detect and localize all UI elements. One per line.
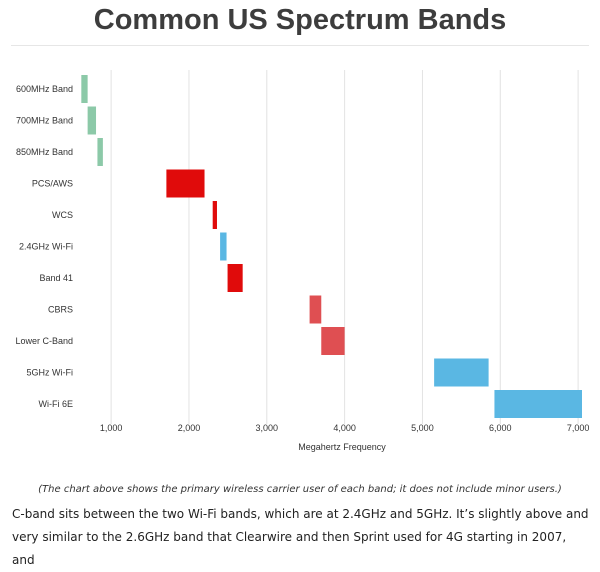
band-label: WCS — [52, 210, 73, 220]
band-label: 600MHz Band — [16, 84, 73, 94]
band-labels: 600MHz Band 700MHz Band 850MHz Band PCS/AWS… — [15, 84, 73, 409]
band-bar — [494, 390, 582, 418]
band-bar — [321, 327, 345, 355]
paragraph-line: very similar to the 2.6GHz band that Cle… — [12, 530, 567, 567]
band-label: Band 41 — [39, 273, 73, 283]
spectrum-chart: 600MHz Band 700MHz Band 850MHz Band PCS/AWS… — [15, 70, 590, 452]
band-label: Lower C-Band — [15, 336, 73, 346]
band-label: 700MHz Band — [16, 116, 73, 126]
band-bar — [87, 106, 97, 135]
band-bar — [166, 169, 205, 198]
chart-caption: (The chart above shows the primary wirel… — [38, 484, 562, 495]
band-label: 2.4GHz Wi-Fi — [19, 242, 73, 252]
band-bar — [227, 264, 243, 292]
band-label: 5GHz Wi-Fi — [27, 368, 74, 378]
article-paragraph: C-band sits between the two Wi-Fi bands,… — [12, 503, 592, 572]
x-tick-label: 7,000 — [567, 423, 590, 433]
band-label: PCS/AWS — [32, 179, 73, 189]
band-label: 850MHz Band — [16, 147, 73, 157]
x-tick-label: 3,000 — [256, 423, 279, 433]
band-bar — [434, 358, 489, 387]
x-tick-label: 6,000 — [489, 423, 512, 433]
band-label: Wi-Fi 6E — [39, 399, 74, 409]
paragraph-line: C-band sits between the two Wi-Fi bands,… — [12, 507, 589, 521]
x-tick-label: 5,000 — [411, 423, 434, 433]
chart-title: Common US Spectrum Bands — [93, 4, 507, 36]
band-label: CBRS — [48, 305, 73, 315]
x-tick-label: 2,000 — [178, 423, 201, 433]
title-divider — [11, 45, 589, 46]
band-bars — [81, 75, 582, 418]
band-bar — [97, 138, 103, 166]
band-bar — [212, 201, 217, 229]
x-tick-label: 4,000 — [333, 423, 356, 433]
gridlines — [110, 70, 579, 424]
x-axis-title: Megahertz Frequency — [298, 442, 386, 452]
x-tick-labels: 1,000 2,000 3,000 4,000 5,000 6,000 7,000 — [100, 423, 590, 433]
band-bar — [81, 75, 88, 103]
x-tick-label: 1,000 — [100, 423, 123, 433]
band-bar — [220, 232, 227, 261]
band-bar — [309, 295, 322, 324]
